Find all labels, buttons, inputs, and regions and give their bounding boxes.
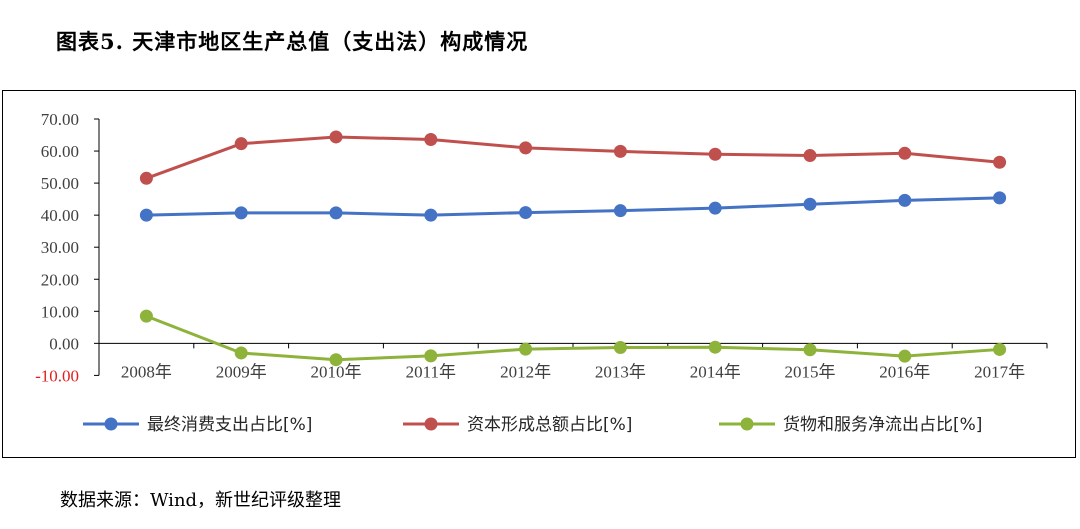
x-tick-label: 2008年 — [121, 362, 172, 381]
data-point — [234, 137, 248, 151]
data-point — [898, 146, 912, 160]
x-tick-label: 2016年 — [879, 362, 930, 381]
y-tick-label: 20.00 — [41, 270, 79, 289]
x-tick-label: 2009年 — [216, 362, 267, 381]
y-tick-label: 10.00 — [41, 302, 79, 321]
data-point — [139, 309, 153, 323]
legend-label-1: 最终消费支出占比[%] — [147, 415, 312, 435]
data-point — [803, 343, 817, 357]
data-point — [613, 144, 627, 158]
data-point — [234, 346, 248, 360]
source-note: 数据来源：Wind，新世纪评级整理 — [60, 490, 342, 511]
chart-frame: 70.00 60.00 50.00 40.00 30.00 20.00 10.00 0.00 -… — [2, 90, 1076, 458]
data-point — [329, 130, 343, 144]
data-point — [993, 342, 1007, 356]
data-point — [424, 208, 438, 222]
y-tick-label: 30.00 — [41, 238, 79, 257]
data-point — [898, 349, 912, 363]
y-tick-label: -10.00 — [35, 366, 79, 385]
y-tick-label: 60.00 — [41, 142, 79, 161]
data-point — [613, 204, 627, 218]
x-tick-label: 2012年 — [500, 362, 551, 381]
legend-label-3: 货物和服务净流出占比[%] — [783, 415, 982, 435]
data-point — [708, 201, 722, 215]
x-tick-label: 2017年 — [974, 362, 1025, 381]
x-tick-label: 2015年 — [785, 362, 836, 381]
data-point — [329, 353, 343, 367]
data-point — [803, 149, 817, 163]
data-point — [139, 208, 153, 222]
data-point — [519, 206, 533, 220]
data-point — [329, 206, 343, 220]
x-tick-label: 2014年 — [690, 362, 741, 381]
data-point — [519, 342, 533, 356]
line-chart: 70.00 60.00 50.00 40.00 30.00 20.00 10.00 0.00 -… — [35, 110, 1048, 435]
legend-marker-2 — [424, 417, 438, 431]
data-point — [613, 341, 627, 355]
x-tick-label: 2010年 — [311, 362, 362, 381]
data-point — [708, 340, 722, 354]
data-point — [139, 171, 153, 185]
series-line-3 — [145, 314, 1000, 362]
y-tick-label: 0.00 — [49, 334, 79, 353]
data-point — [708, 147, 722, 161]
data-point — [993, 155, 1007, 169]
y-tick-label: 40.00 — [41, 206, 79, 225]
data-point — [993, 191, 1007, 205]
legend-marker-1 — [104, 417, 118, 431]
figure-title: 图表5. 天津市地区生产总值（支出法）构成情况 — [56, 29, 529, 54]
y-tick-label: 50.00 — [41, 174, 79, 193]
series-line-2 — [145, 135, 1000, 180]
data-point — [424, 133, 438, 147]
legend-marker-3 — [740, 417, 754, 431]
x-tick-label: 2013年 — [595, 362, 646, 381]
x-tick-label: 2011年 — [406, 362, 456, 381]
data-point — [424, 349, 438, 363]
y-tick-label: 70.00 — [41, 110, 79, 129]
data-point — [234, 206, 248, 220]
data-point — [898, 193, 912, 207]
series-line-1 — [146, 196, 1000, 217]
legend-label-2: 资本形成总额占比[%] — [467, 415, 632, 435]
data-point — [803, 197, 817, 211]
data-point — [519, 141, 533, 155]
